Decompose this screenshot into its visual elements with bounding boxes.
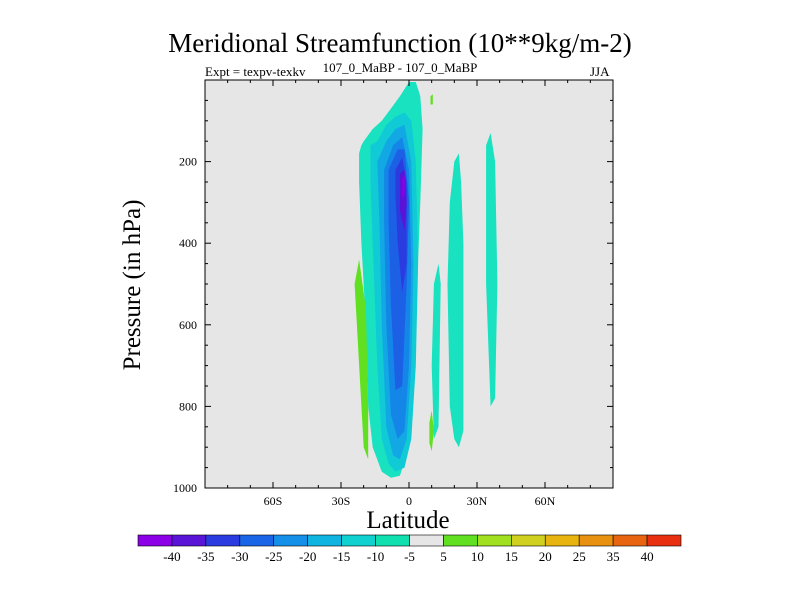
- colorbar-swatch: [477, 534, 512, 547]
- colorbar-label: -5: [404, 549, 415, 564]
- y-tick-label: 800: [179, 399, 197, 413]
- contour-layer: [354, 82, 498, 478]
- season-label: JJA: [590, 64, 610, 79]
- contour-region-neg35-6: [399, 169, 407, 231]
- colorbar-swatch: [646, 534, 682, 547]
- x-tick-label: 60S: [264, 494, 283, 508]
- colorbar-label: -10: [367, 549, 384, 564]
- contour-region-5-11: [354, 259, 369, 460]
- colorbar-label: -15: [333, 549, 350, 564]
- colorbar-swatch: [273, 534, 308, 547]
- colorbar-label: 40: [641, 549, 654, 564]
- contour-region-neg40-7: [402, 175, 405, 199]
- colorbar-swatch: [409, 534, 444, 547]
- experiment-label: Expt = texpv-texkv: [205, 64, 306, 79]
- contour-region-neg5-9: [486, 133, 498, 407]
- x-axis-label: Latitude: [366, 507, 449, 534]
- x-tick-label: 60N: [535, 494, 556, 508]
- y-tick-label: 1000: [173, 481, 197, 495]
- colorbar-swatch: [612, 534, 648, 547]
- colorbar-swatch: [171, 534, 207, 547]
- y-tick-label: 600: [179, 318, 197, 332]
- colorbar-label: -40: [163, 549, 180, 564]
- axis-layer: 60S 30S 0 30N 60N 200 400 600 800 1000: [173, 80, 613, 508]
- colorbar-swatch: [341, 534, 376, 547]
- x-tick-label: 30N: [467, 494, 488, 508]
- y-axis-label: Pressure (in hPa): [119, 200, 146, 371]
- colorbar-swatch: [578, 534, 614, 547]
- contour-region-5-12: [429, 410, 434, 452]
- colorbar-label: 20: [539, 549, 552, 564]
- colorbar-swatch: [443, 534, 478, 547]
- chart-subtitle: 107_0_MaBP - 107_0_MaBP: [322, 60, 478, 75]
- y-tick-label: 200: [179, 155, 197, 169]
- colorbar-swatch: [239, 534, 275, 547]
- colorbar-label: 25: [573, 549, 586, 564]
- colorbar-swatch: [205, 534, 241, 547]
- y-tick-label: 400: [179, 236, 197, 250]
- contour-region-neg5-8: [447, 153, 464, 448]
- colorbar-label: 35: [607, 549, 620, 564]
- colorbar-swatch: [375, 534, 410, 547]
- contour-region-5-13: [430, 94, 433, 105]
- colorbar-label: -30: [231, 549, 248, 564]
- colorbar-swatch: [544, 534, 580, 547]
- colorbar: -40 -35 -30 -25 -20 -15 -10 -5 5 10 15 20 25 35 40: [137, 534, 682, 564]
- colorbar-swatch: [137, 534, 173, 547]
- colorbar-label: 5: [440, 549, 447, 564]
- colorbar-label: 15: [505, 549, 518, 564]
- x-tick-label: 0: [406, 494, 412, 508]
- colorbar-swatch: [511, 534, 546, 547]
- colorbar-label: -25: [265, 549, 282, 564]
- contour-region-neg5-10: [431, 263, 441, 439]
- colorbar-label: -35: [197, 549, 214, 564]
- x-tick-label: 30S: [332, 494, 351, 508]
- colorbar-label: 10: [471, 549, 484, 564]
- chart-title: Meridional Streamfunction (10**9kg/m-2): [168, 28, 632, 58]
- colorbar-label: -20: [299, 549, 316, 564]
- colorbar-swatch: [307, 534, 342, 547]
